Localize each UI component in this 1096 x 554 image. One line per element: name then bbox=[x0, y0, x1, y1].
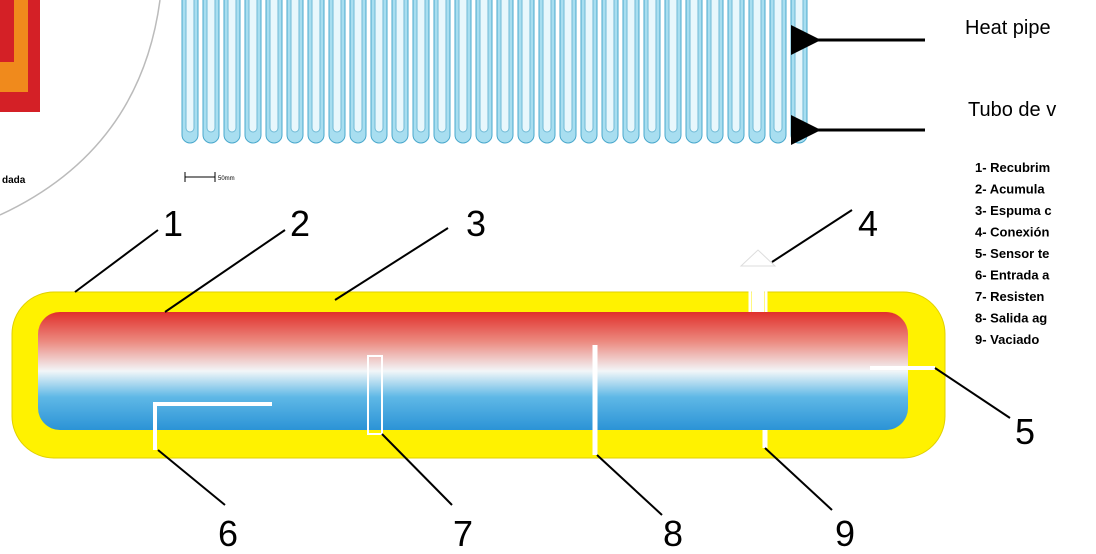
connection-pipe bbox=[752, 276, 764, 312]
callout-lines bbox=[74, 209, 1011, 516]
heat-pipe bbox=[647, 0, 657, 133]
legend-item: 8- Salida ag bbox=[975, 311, 1047, 326]
heat-pipe bbox=[563, 0, 573, 133]
left-arc bbox=[0, 0, 161, 216]
callout-number: 8 bbox=[663, 513, 683, 554]
tube-array bbox=[181, 0, 808, 144]
heat-pipe-label: Heat pipe bbox=[965, 17, 1051, 39]
heat-pipe bbox=[542, 0, 552, 133]
legend-item: 4- Conexión bbox=[975, 225, 1049, 240]
callout-number: 5 bbox=[1015, 411, 1035, 452]
inlet-pipe bbox=[153, 402, 272, 450]
heat-pipe bbox=[479, 0, 489, 133]
heat-pipe bbox=[752, 0, 762, 133]
connection-pipe bbox=[748, 270, 768, 312]
vacuum-tube-label: Tubo de v bbox=[968, 99, 1056, 121]
callout-number: 9 bbox=[835, 513, 855, 554]
heat-pipe bbox=[227, 0, 237, 133]
water-tank bbox=[38, 312, 908, 430]
callout-number: 7 bbox=[453, 513, 473, 554]
heat-pipe bbox=[794, 0, 804, 133]
heat-pipe bbox=[584, 0, 594, 133]
callout-number: 4 bbox=[858, 203, 878, 244]
heat-pipe bbox=[437, 0, 447, 133]
connection-cap bbox=[739, 249, 777, 267]
heat-pipe bbox=[416, 0, 426, 133]
heat-pipe bbox=[500, 0, 510, 133]
callout-number: 3 bbox=[466, 203, 486, 244]
left-caption: dada bbox=[2, 175, 26, 186]
scale-bar bbox=[184, 172, 216, 182]
heat-pipe bbox=[269, 0, 279, 133]
legend-item: 7- Resisten bbox=[975, 289, 1044, 304]
heat-pipe bbox=[731, 0, 741, 133]
scale-label: 50mm bbox=[218, 176, 235, 182]
legend-item: 9- Vaciado bbox=[975, 332, 1039, 347]
heat-pipe bbox=[668, 0, 678, 133]
callout-number: 6 bbox=[218, 513, 238, 554]
heat-pipe bbox=[290, 0, 300, 133]
heat-pipe bbox=[710, 0, 720, 133]
heat-pipe bbox=[353, 0, 363, 133]
left-block bbox=[0, 0, 14, 62]
legend-item: 3- Espuma c bbox=[975, 203, 1052, 218]
legend-item: 6- Entrada a bbox=[975, 268, 1050, 283]
heat-pipe bbox=[374, 0, 384, 133]
heat-pipe bbox=[521, 0, 531, 133]
callout-number: 2 bbox=[290, 203, 310, 244]
callout-number: 1 bbox=[163, 203, 183, 244]
heat-pipe bbox=[395, 0, 405, 133]
heat-pipe bbox=[248, 0, 258, 133]
heat-pipe bbox=[185, 0, 195, 133]
heat-pipe bbox=[605, 0, 615, 133]
heat-pipe bbox=[626, 0, 636, 133]
heat-pipe bbox=[458, 0, 468, 133]
legend-item: 2- Acumula bbox=[975, 182, 1045, 197]
heat-pipe bbox=[311, 0, 321, 133]
heat-pipe bbox=[332, 0, 342, 133]
legend-item: 1- Recubrim bbox=[975, 160, 1050, 175]
heat-pipe bbox=[689, 0, 699, 133]
heater bbox=[367, 355, 383, 435]
legend-item: 5- Sensor te bbox=[975, 246, 1049, 261]
heat-pipe bbox=[206, 0, 216, 133]
heat-pipe bbox=[773, 0, 783, 133]
